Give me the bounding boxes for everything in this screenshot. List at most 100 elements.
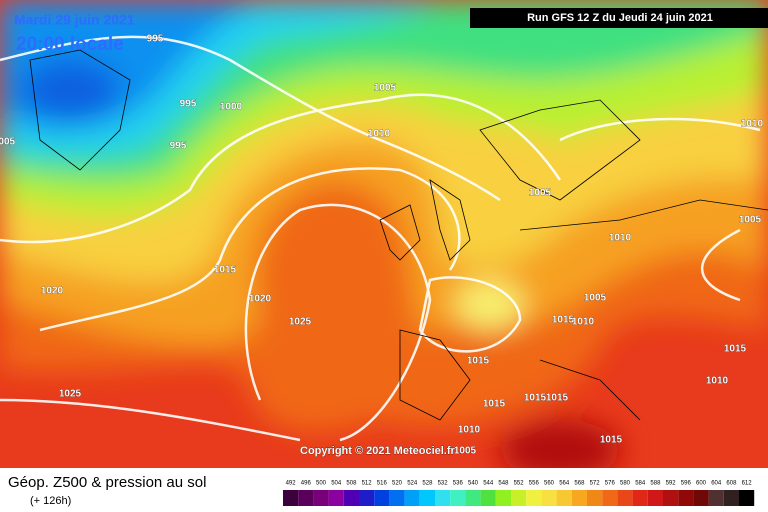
run-info: Run GFS 12 Z du Jeudi 24 juin 2021	[527, 12, 713, 24]
isobar-label: 1005	[0, 137, 16, 148]
legend-swatch	[374, 490, 390, 506]
isobar-label: 1005	[454, 446, 477, 457]
legend-label: 568	[574, 481, 585, 487]
isobar-label: 1015	[724, 344, 747, 355]
legend-swatch	[526, 490, 542, 506]
isobar-label: 1025	[59, 389, 82, 400]
lead-time: (+ 126h)	[30, 495, 71, 507]
legend-label: 580	[620, 481, 631, 487]
legend-swatch	[739, 490, 755, 506]
legend-swatch	[465, 490, 481, 506]
geopotential-field	[0, 0, 768, 480]
isobar-label: 1015	[552, 315, 575, 326]
legend-swatch	[435, 490, 451, 506]
legend-label: 532	[438, 481, 449, 487]
legend: 492 496 500 504 508 512 516 520 524 528 532 536 540 5…	[283, 481, 755, 506]
legend-swatch	[495, 490, 511, 506]
isobar-label: 1015	[214, 265, 237, 276]
legend-label: 560	[544, 481, 555, 487]
legend-swatch	[404, 490, 420, 506]
isobar-label: 1010	[572, 317, 595, 328]
valid-time: 20:00 locale	[16, 34, 124, 55]
legend-swatch	[480, 490, 496, 506]
legend-label: 588	[650, 481, 661, 487]
legend-label: 524	[407, 481, 418, 487]
legend-label: 584	[635, 481, 646, 487]
legend-swatch	[283, 490, 299, 506]
legend-label: 604	[711, 481, 722, 487]
legend-label: 528	[422, 481, 433, 487]
isobar-label: 1015	[483, 399, 506, 410]
legend-swatch	[450, 490, 466, 506]
isobar-label: 1010	[368, 129, 391, 140]
isobar-label: 1015	[546, 393, 569, 404]
isobar-label: 1015	[524, 393, 547, 404]
legend-label: 492	[286, 481, 297, 487]
isobar-labels: 995 995 995 1000 1005 1005 1010 1005 1010 1005 101…	[0, 33, 764, 457]
isobar-label: 995	[147, 34, 164, 45]
legend-swatch	[693, 490, 709, 506]
legend-label: 516	[377, 481, 388, 487]
isobar-label: 1025	[289, 317, 312, 328]
legend-swatch	[541, 490, 557, 506]
legend-label: 600	[696, 481, 707, 487]
legend-swatch	[571, 490, 587, 506]
coastlines	[29, 49, 768, 421]
footer-title: Géop. Z500 & pression au sol	[8, 474, 206, 491]
legend-label: 512	[362, 481, 373, 487]
legend-label: 504	[331, 481, 342, 487]
legend-label: 556	[529, 481, 540, 487]
legend-label: 564	[559, 481, 570, 487]
legend-label: 596	[681, 481, 692, 487]
isobar-label: 1000	[220, 102, 243, 113]
legend-swatch	[708, 490, 724, 506]
legend-label: 496	[301, 481, 312, 487]
legend-swatch	[298, 490, 314, 506]
legend-label: 500	[316, 481, 327, 487]
legend-swatch	[602, 490, 618, 506]
legend-swatch	[632, 490, 648, 506]
run-banner	[470, 8, 768, 28]
legend-label: 572	[590, 481, 601, 487]
legend-swatch	[617, 490, 633, 506]
legend-label: 612	[742, 481, 753, 487]
isobars	[0, 35, 761, 442]
legend-label: 536	[453, 481, 464, 487]
isobar-label: 1015	[467, 356, 490, 367]
legend-swatch	[678, 490, 694, 506]
legend-swatch	[511, 490, 527, 506]
legend-swatch	[389, 490, 405, 506]
legend-swatch	[313, 490, 329, 506]
isobar-label: 1010	[706, 376, 729, 387]
legend-label: 544	[483, 481, 494, 487]
isobar-label: 1020	[41, 286, 64, 297]
isobar-label: 1015	[600, 435, 623, 446]
legend-swatch	[343, 490, 359, 506]
legend-swatch	[663, 490, 679, 506]
legend-swatch	[359, 490, 375, 506]
isobar-label: 1010	[741, 119, 764, 130]
isobar-label: 1005	[374, 83, 397, 94]
legend-swatch	[556, 490, 572, 506]
legend-swatch	[328, 490, 344, 506]
isobar-label: 995	[170, 141, 187, 152]
isobar-label: 1005	[529, 188, 552, 199]
legend-label: 592	[666, 481, 677, 487]
legend-label: 508	[346, 481, 357, 487]
valid-date: Mardi 29 juin 2021	[14, 12, 135, 28]
isobar-label: 1005	[739, 215, 762, 226]
legend-label: 608	[726, 481, 737, 487]
legend-label: 548	[498, 481, 509, 487]
legend-swatch	[647, 490, 663, 506]
isobar-label: 1010	[609, 233, 632, 244]
legend-label: 576	[605, 481, 616, 487]
legend-swatch	[587, 490, 603, 506]
legend-swatch	[419, 490, 435, 506]
legend-label: 540	[468, 481, 479, 487]
isobar-label: 995	[180, 99, 197, 110]
isobar-label: 1005	[584, 293, 607, 304]
isobar-label: 1020	[249, 294, 272, 305]
legend-swatch	[723, 490, 739, 506]
legend-label: 520	[392, 481, 403, 487]
